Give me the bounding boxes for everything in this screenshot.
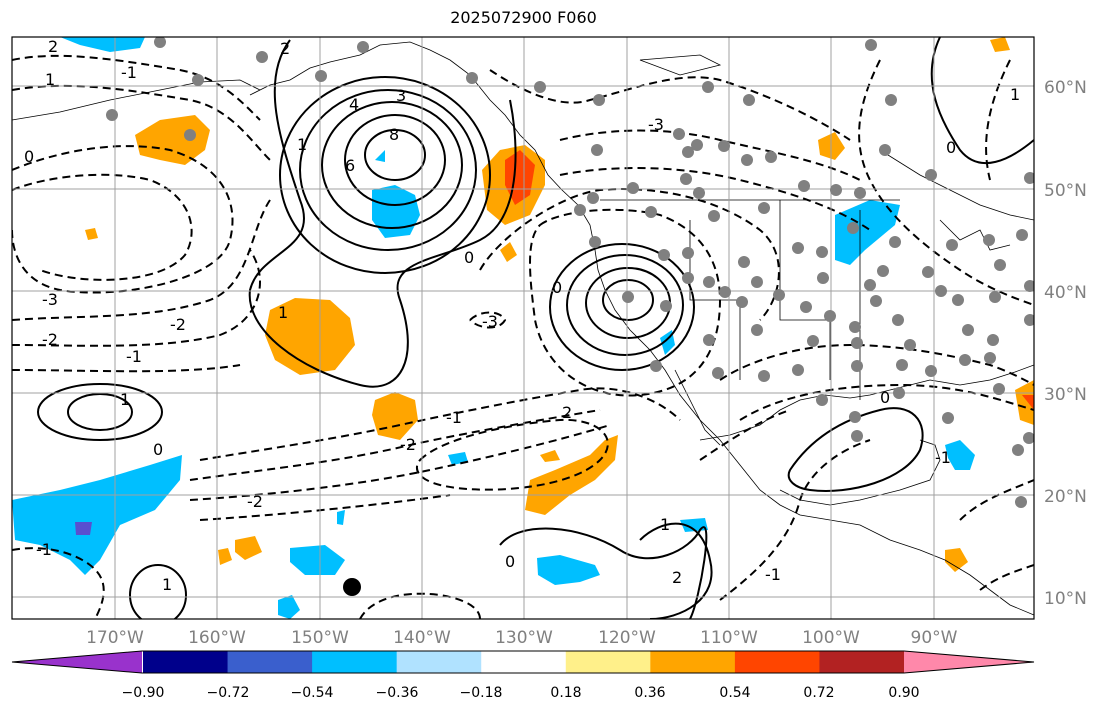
colorbar-extend-low: [12, 651, 142, 673]
colorbar-bin: [143, 651, 229, 673]
grid-lines: [12, 37, 1034, 619]
station-marker: [343, 578, 361, 596]
svg-text:0: 0: [24, 147, 34, 166]
svg-text:2: 2: [280, 39, 290, 58]
svg-text:1: 1: [660, 515, 670, 534]
svg-text:-1: -1: [36, 540, 52, 559]
map-title: 2025072900 F060: [450, 8, 597, 27]
colorbar: [11, 650, 1035, 674]
svg-text:1: 1: [45, 70, 55, 89]
colorbar-tick-label: 0.18: [550, 685, 581, 701]
svg-text:-1: -1: [446, 408, 462, 427]
colorbar-tick-label: 0.36: [634, 685, 665, 701]
svg-text:1: 1: [120, 390, 130, 409]
svg-text:0: 0: [464, 248, 474, 267]
svg-text:-1: -1: [765, 565, 781, 584]
lon-label: 130°W: [495, 628, 553, 648]
svg-text:0: 0: [505, 552, 515, 571]
latitude-labels: 60°N 50°N 40°N 30°N 20°N 10°N: [1044, 78, 1087, 609]
svg-text:3: 3: [396, 86, 406, 105]
map-plot-area: 2 1 0 -3 -2 -1 8 6 4 3 2 1 0 -3 1 -1 -2 …: [12, 37, 1034, 619]
svg-text:-3: -3: [42, 290, 58, 309]
svg-text:-3: -3: [482, 312, 498, 331]
svg-text:-3: -3: [648, 115, 664, 134]
lon-label: 100°W: [802, 628, 860, 648]
positive-contours: [37, 37, 1034, 619]
svg-text:-2: -2: [42, 330, 58, 349]
svg-text:2: 2: [672, 568, 682, 587]
svg-text:2: 2: [48, 37, 58, 56]
svg-text:0: 0: [946, 138, 956, 157]
colorbar-tick-label: −0.54: [291, 685, 334, 701]
colorbar-tick-label: −0.18: [460, 685, 503, 701]
lat-label: 40°N: [1044, 283, 1087, 303]
svg-text:-1: -1: [126, 347, 142, 366]
lon-label: 110°W: [700, 628, 758, 648]
colorbar-tick-label: −0.72: [207, 685, 250, 701]
colorbar-bin: [650, 651, 736, 673]
svg-text:-1: -1: [121, 63, 137, 82]
lon-label: 140°W: [393, 628, 451, 648]
svg-text:1: 1: [297, 135, 307, 154]
lat-label: 50°N: [1044, 181, 1087, 201]
colorbar-tick-labels: −0.90 −0.72 −0.54 −0.36 −0.18 0.18 0.36 …: [122, 685, 920, 701]
svg-text:-2: -2: [170, 315, 186, 334]
svg-text:1: 1: [162, 575, 172, 594]
colorbar-bin: [312, 651, 398, 673]
svg-text:8: 8: [389, 125, 399, 144]
longitude-labels: 170°W 160°W 150°W 140°W 130°W 120°W 110°…: [86, 628, 958, 648]
lat-label: 20°N: [1044, 487, 1087, 507]
contour-labels: 2 1 0 -3 -2 -1 8 6 4 3 2 1 0 -3 1 -1 -2 …: [24, 37, 1020, 594]
svg-text:1: 1: [1010, 85, 1020, 104]
lon-label: 90°W: [911, 628, 958, 648]
colorbar-tick-label: 0.72: [803, 685, 834, 701]
lat-label: 10°N: [1044, 589, 1087, 609]
station-dots: [106, 37, 1034, 508]
lon-label: 160°W: [188, 628, 246, 648]
colorbar-tick-label: −0.90: [122, 685, 165, 701]
svg-text:-2: -2: [247, 492, 263, 511]
colorbar-bin: [734, 651, 820, 673]
lon-label: 120°W: [598, 628, 656, 648]
colorbar-extend-high: [904, 651, 1034, 673]
svg-text:0: 0: [153, 440, 163, 459]
colorbar-bin: [819, 651, 905, 673]
colorbar-bin: [565, 651, 651, 673]
svg-text:0: 0: [552, 278, 562, 297]
svg-text:1: 1: [278, 303, 288, 322]
lon-label: 170°W: [86, 628, 144, 648]
svg-text:2: 2: [562, 403, 572, 422]
colorbar-outline: [11, 650, 1035, 674]
svg-text:-1: -1: [935, 448, 951, 467]
lat-label: 30°N: [1044, 385, 1087, 405]
colorbar-bin: [227, 651, 313, 673]
colorbar-bin: [396, 651, 482, 673]
lat-label: 60°N: [1044, 78, 1087, 98]
svg-text:6: 6: [345, 156, 355, 175]
colorbar-bin: [481, 651, 567, 673]
svg-text:0: 0: [880, 388, 890, 407]
map-frame: [11, 36, 1035, 620]
svg-text:-2: -2: [400, 435, 416, 454]
colorbar-tick-label: −0.36: [376, 685, 419, 701]
colorbar-tick-label: 0.90: [888, 685, 919, 701]
lon-label: 150°W: [291, 628, 349, 648]
colorbar-tick-label: 0.54: [719, 685, 750, 701]
svg-text:4: 4: [349, 95, 359, 114]
